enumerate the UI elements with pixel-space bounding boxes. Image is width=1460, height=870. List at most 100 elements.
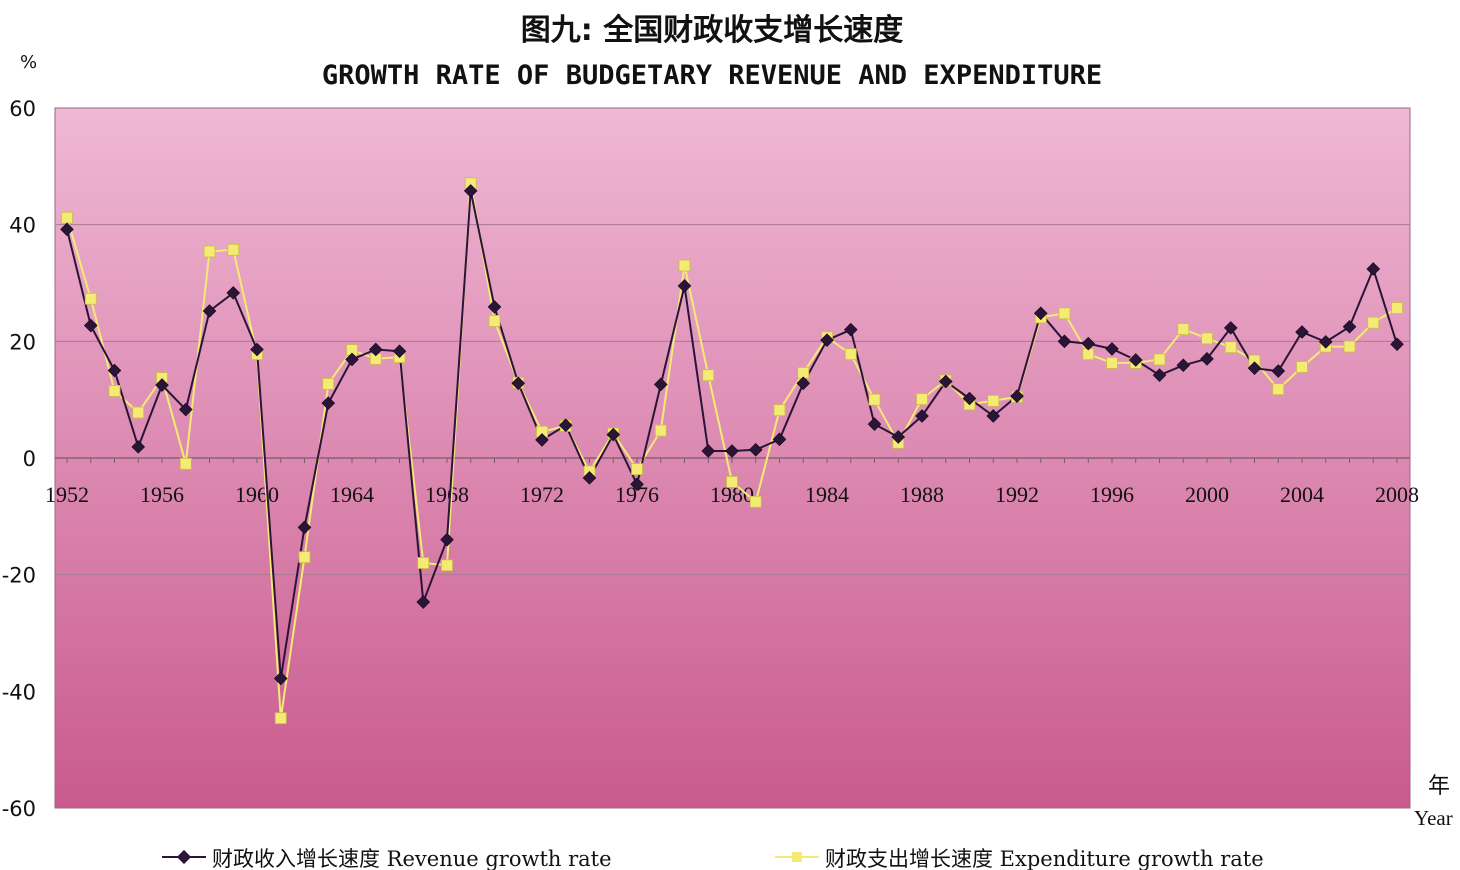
point-revenue xyxy=(630,477,644,492)
point-revenue xyxy=(226,286,241,300)
x-tick-label: 1960 xyxy=(235,482,279,507)
point-revenue xyxy=(1223,321,1238,335)
x-tick-label: 1996 xyxy=(1090,482,1134,507)
point-revenue xyxy=(1271,364,1286,378)
point-expenditure xyxy=(227,243,240,256)
y-tick-label: 0 xyxy=(23,447,36,471)
point-revenue xyxy=(844,322,858,337)
point-revenue xyxy=(345,352,359,367)
point-expenditure xyxy=(298,551,311,564)
point-revenue xyxy=(535,433,549,447)
point-expenditure xyxy=(868,393,881,406)
y-tick-label: 40 xyxy=(9,214,36,238)
legend-revenue-marker xyxy=(176,849,192,865)
point-revenue xyxy=(1295,325,1309,339)
chart-title-en: GROWTH RATE OF BUDGETARY REVENUE AND EXP… xyxy=(322,60,1102,91)
point-expenditure xyxy=(773,404,786,417)
point-expenditure xyxy=(322,378,335,390)
point-revenue xyxy=(416,595,431,609)
point-revenue xyxy=(297,520,312,535)
point-revenue xyxy=(1247,361,1262,375)
point-revenue xyxy=(1105,342,1119,356)
point-revenue xyxy=(986,409,1001,423)
point-revenue xyxy=(915,409,929,423)
point-revenue xyxy=(582,471,597,485)
point-revenue xyxy=(653,377,668,392)
point-revenue xyxy=(1390,337,1404,352)
y-axis-unit: % xyxy=(20,52,37,73)
point-revenue xyxy=(83,318,98,333)
point-expenditure xyxy=(702,369,715,382)
data-series xyxy=(60,177,1404,725)
point-revenue xyxy=(440,532,454,547)
point-expenditure xyxy=(1201,332,1213,345)
y-tick-label: 60 xyxy=(9,97,36,121)
point-expenditure xyxy=(488,315,501,327)
point-revenue xyxy=(820,333,834,347)
point-revenue xyxy=(867,417,882,431)
point-revenue xyxy=(463,184,478,198)
x-tick-label: 1964 xyxy=(330,482,374,507)
point-expenditure xyxy=(726,476,738,488)
point-revenue xyxy=(487,300,502,314)
point-expenditure xyxy=(1058,307,1071,320)
point-expenditure xyxy=(654,424,667,437)
x-tick-label: 1984 xyxy=(805,482,849,507)
point-expenditure xyxy=(179,457,192,470)
point-revenue xyxy=(1200,352,1214,366)
point-expenditure xyxy=(1177,323,1190,335)
point-expenditure xyxy=(203,245,216,258)
x-tick-label: 2008 xyxy=(1375,482,1419,507)
x-tick-label: 2000 xyxy=(1185,482,1229,507)
point-revenue xyxy=(701,444,716,458)
point-revenue xyxy=(131,440,146,454)
x-tick-label: 1988 xyxy=(900,482,944,507)
point-expenditure xyxy=(417,557,430,569)
legend-expenditure-marker xyxy=(792,852,802,862)
point-revenue xyxy=(558,418,573,433)
point-expenditure xyxy=(1367,316,1380,329)
point-revenue xyxy=(250,342,264,357)
x-tick-label: 1952 xyxy=(45,482,89,507)
point-revenue xyxy=(1010,389,1024,403)
point-revenue xyxy=(891,430,906,444)
x-axis-label-cn: 年 xyxy=(1428,774,1450,799)
point-expenditure xyxy=(1106,357,1118,369)
point-revenue xyxy=(368,342,383,357)
point-revenue xyxy=(1176,358,1191,373)
point-expenditure xyxy=(987,394,1000,407)
x-axis-label-en: Year xyxy=(1414,806,1453,830)
point-expenditure xyxy=(132,406,145,419)
point-expenditure xyxy=(1272,383,1285,396)
point-expenditure xyxy=(749,495,762,508)
y-tick-labels: 60 40 20 0 -20 -40 -60 xyxy=(2,97,36,821)
point-expenditure xyxy=(441,559,453,572)
point-revenue xyxy=(796,376,811,391)
point-expenditure xyxy=(1153,353,1166,366)
point-revenue xyxy=(392,344,407,359)
point-revenue xyxy=(1366,262,1381,276)
point-revenue xyxy=(60,222,74,237)
chart-title-cn: 图九: 全国财政收支增长速度 xyxy=(521,13,903,48)
point-expenditure xyxy=(1391,302,1403,314)
point-revenue xyxy=(725,444,739,458)
point-expenditure xyxy=(678,259,691,272)
point-revenue xyxy=(273,671,288,686)
point-revenue xyxy=(1033,306,1048,321)
grid-lines xyxy=(55,224,1410,692)
legend-expenditure-label: 财政支出增长速度 Expenditure growth rate xyxy=(825,847,1264,870)
point-revenue xyxy=(1128,353,1143,367)
point-revenue xyxy=(155,378,169,392)
point-revenue xyxy=(202,304,217,318)
point-revenue xyxy=(962,391,977,406)
point-expenditure xyxy=(916,393,928,405)
point-expenditure xyxy=(84,292,97,305)
point-revenue xyxy=(178,402,193,417)
point-revenue xyxy=(107,363,122,378)
point-expenditure xyxy=(274,712,287,725)
point-expenditure xyxy=(1296,361,1308,373)
point-revenue xyxy=(1342,319,1357,334)
point-revenue xyxy=(606,427,621,442)
point-revenue xyxy=(772,432,787,447)
point-revenue xyxy=(1152,368,1167,382)
